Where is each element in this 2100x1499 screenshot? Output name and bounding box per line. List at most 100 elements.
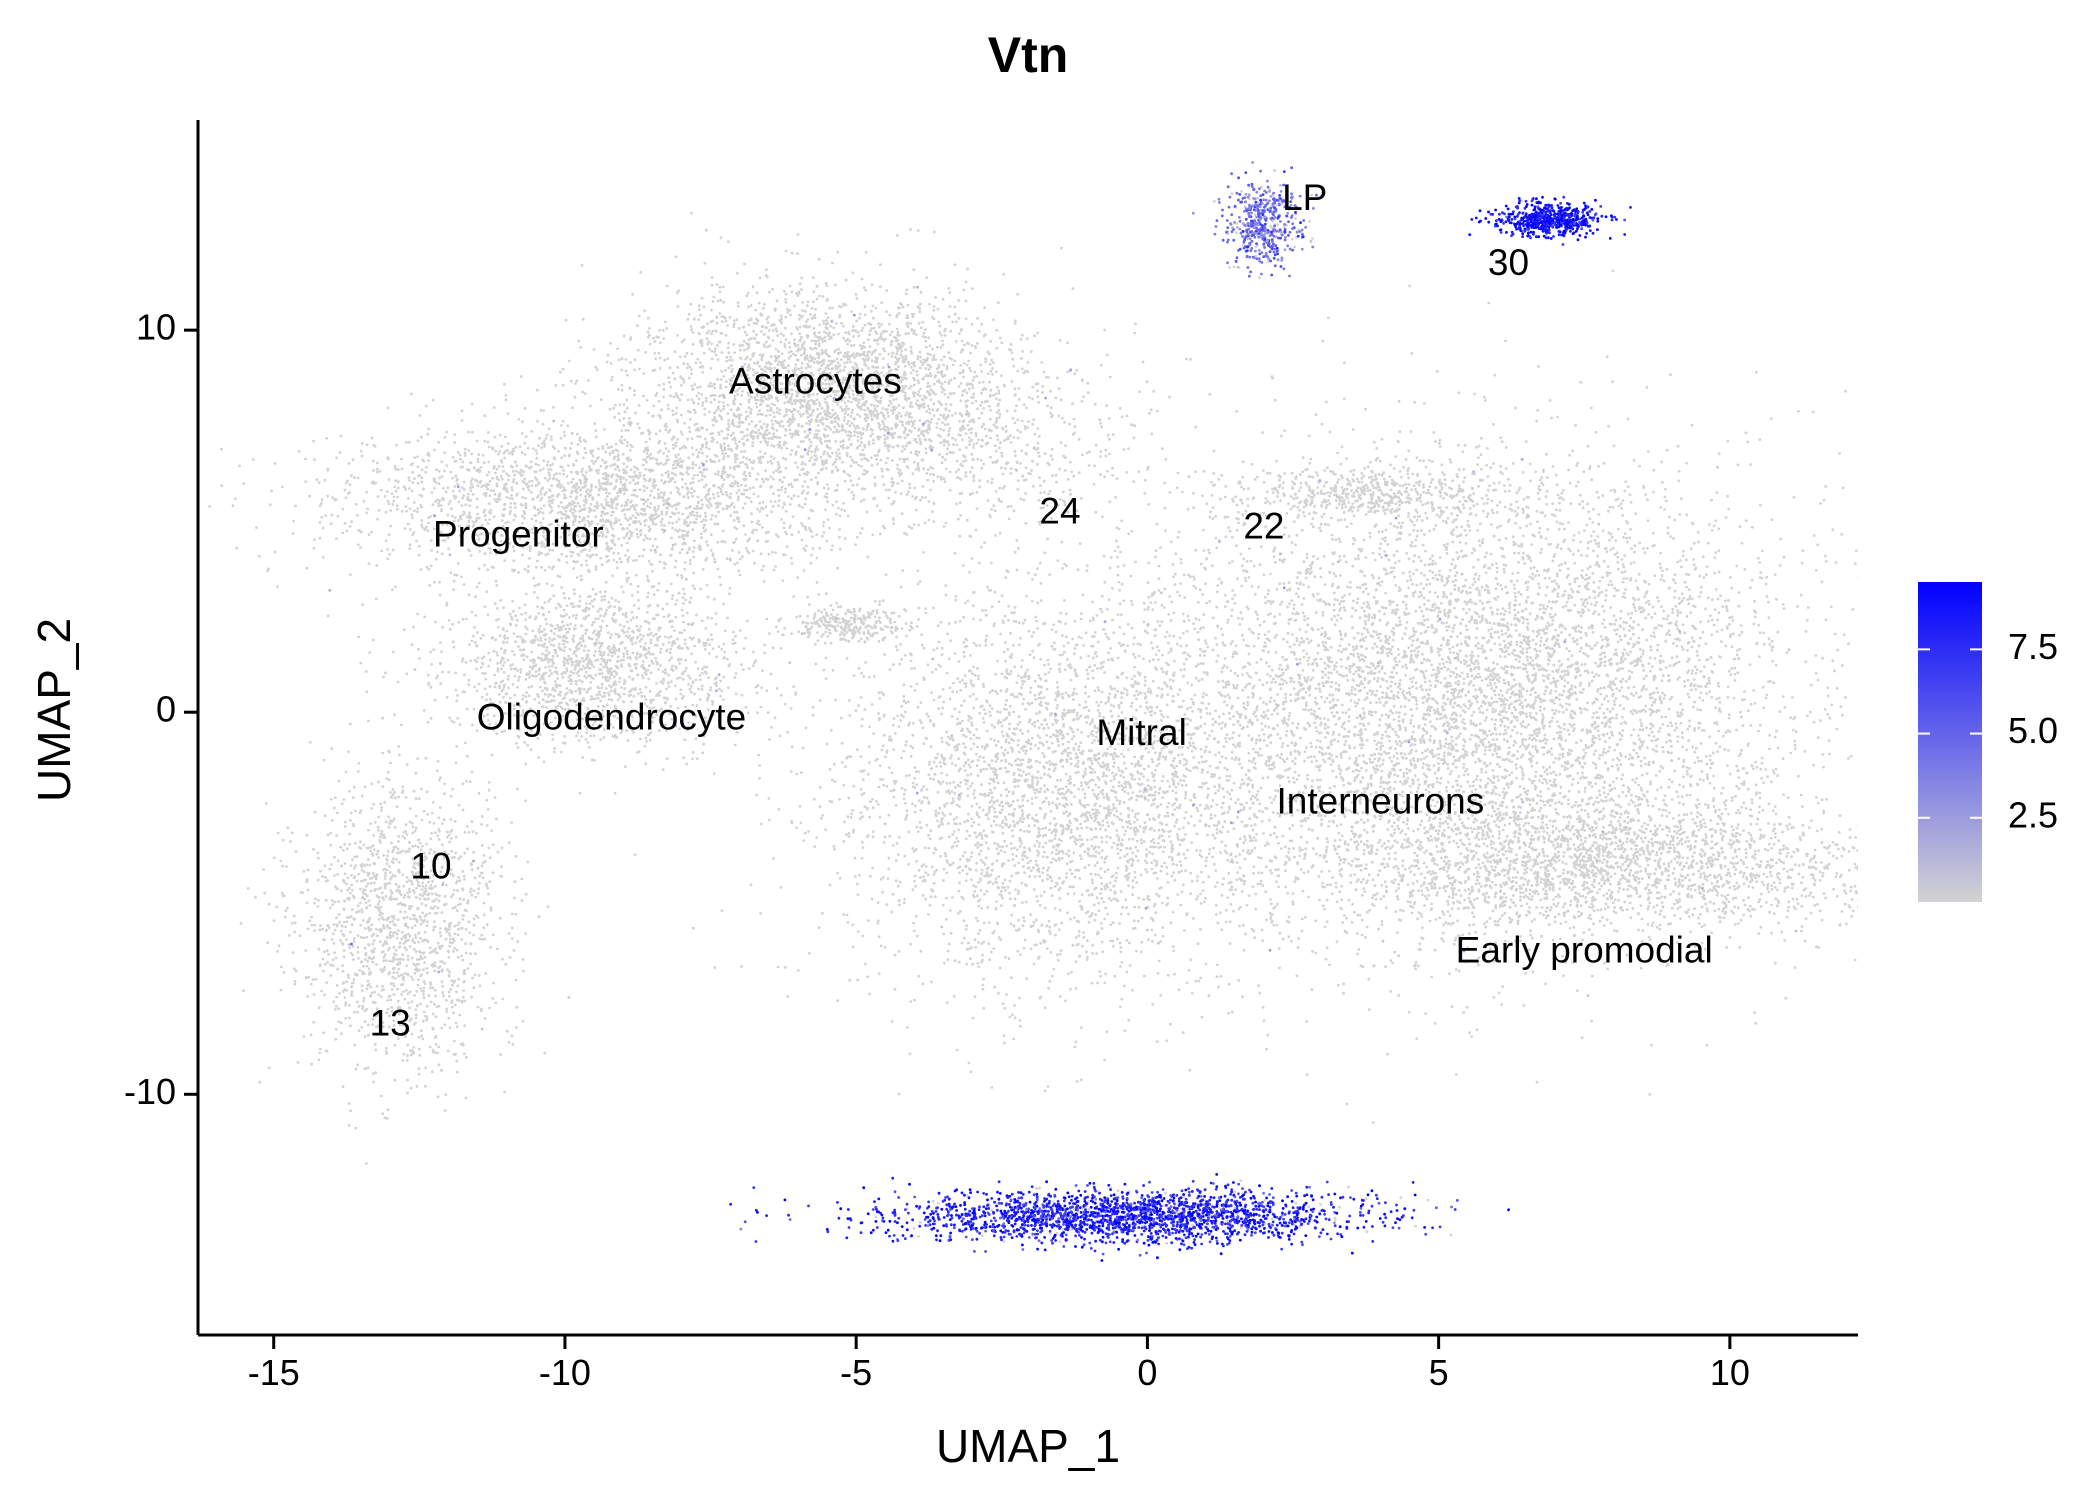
cell-point — [356, 543, 360, 547]
cell-point — [780, 420, 784, 423]
cell-point — [807, 449, 810, 453]
cell-point — [764, 397, 768, 401]
cell-point — [582, 456, 585, 460]
cell-point — [884, 444, 887, 448]
cell-point — [599, 398, 603, 401]
cell-point — [716, 299, 720, 303]
cell-point — [970, 322, 974, 326]
cell-point — [886, 446, 890, 450]
cell-point — [977, 416, 981, 420]
cell-point — [1019, 497, 1023, 501]
cell-point — [783, 343, 787, 346]
cell-point — [983, 427, 987, 431]
cell-point — [773, 500, 777, 503]
cell-point — [808, 359, 811, 363]
cell-point — [609, 464, 613, 468]
cell-point — [474, 478, 477, 482]
cell-point — [857, 406, 860, 409]
cell-point — [325, 436, 328, 440]
cell-point — [805, 354, 809, 357]
cell-point — [919, 498, 922, 502]
cell-point — [762, 422, 766, 426]
cell-point — [322, 556, 325, 559]
cell-point — [544, 491, 548, 494]
cell-point — [647, 468, 651, 472]
cell-point — [889, 343, 893, 347]
cell-point — [735, 453, 739, 457]
cell-point — [693, 473, 696, 477]
cell-point — [1291, 237, 1294, 241]
cell-point — [767, 315, 770, 319]
cell-point — [862, 286, 866, 290]
cell-point — [540, 487, 544, 491]
cell-point — [886, 456, 890, 460]
cell-point — [567, 359, 571, 363]
cell-point — [847, 332, 851, 336]
cell-point — [828, 306, 832, 310]
cell-point — [589, 502, 593, 506]
cell-point — [702, 325, 706, 328]
cell-point — [798, 504, 801, 508]
cell-point — [676, 333, 679, 337]
cell-point — [838, 547, 842, 551]
cell-point — [1036, 331, 1040, 335]
cell-point — [751, 444, 754, 448]
cell-point — [671, 505, 674, 508]
cell-point — [621, 509, 624, 513]
cell-point — [717, 431, 720, 434]
cell-point — [653, 479, 657, 483]
cell-point — [758, 276, 762, 280]
cell-point — [575, 459, 578, 463]
cell-point — [717, 470, 720, 474]
cell-point — [539, 409, 543, 412]
cell-point — [549, 505, 553, 509]
cell-point — [813, 346, 817, 350]
cell-point — [360, 454, 364, 458]
cell-point — [662, 463, 666, 466]
cell-point — [1256, 201, 1260, 205]
cell-point — [736, 444, 739, 448]
cell-point — [411, 471, 415, 474]
cell-point — [945, 452, 949, 456]
cell-point — [864, 419, 868, 423]
cell-point — [610, 378, 613, 382]
cell-point — [931, 347, 934, 351]
cell-point — [420, 519, 424, 522]
cell-point — [874, 307, 878, 310]
cell-point — [701, 474, 704, 478]
cell-point — [605, 360, 609, 364]
cell-point — [932, 520, 935, 523]
cell-point — [801, 342, 805, 346]
cell-point — [867, 443, 871, 446]
cell-point — [700, 478, 704, 482]
cell-point — [793, 338, 796, 342]
cell-point — [847, 407, 850, 411]
cell-point — [729, 434, 733, 437]
cell-point — [617, 412, 621, 415]
cell-point — [902, 373, 906, 377]
cell-point — [592, 509, 596, 512]
cell-point — [625, 571, 629, 575]
cell-point — [609, 362, 613, 365]
cell-point — [704, 528, 708, 532]
cell-point — [823, 435, 827, 439]
cell-point — [926, 385, 929, 389]
cell-point — [723, 316, 727, 320]
cell-point — [606, 544, 609, 548]
cell-point — [776, 356, 780, 360]
cell-point — [733, 505, 736, 509]
cell-point — [1042, 370, 1046, 374]
cell-point — [711, 554, 715, 558]
cell-point — [699, 385, 702, 389]
cell-point — [876, 414, 880, 418]
cell-point — [745, 333, 749, 337]
cell-point — [815, 457, 819, 460]
cell-point — [1038, 1186, 1041, 1190]
cell-point — [861, 448, 865, 452]
cell-point — [899, 353, 903, 357]
cell-point — [975, 374, 979, 378]
cell-point — [741, 555, 744, 559]
cell-point — [845, 376, 849, 380]
cell-point — [747, 343, 751, 346]
cell-point — [476, 484, 480, 488]
